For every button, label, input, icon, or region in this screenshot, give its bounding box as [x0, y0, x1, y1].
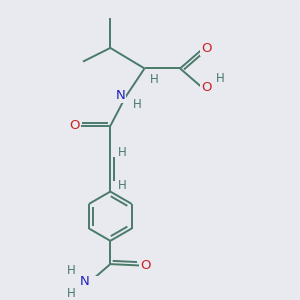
Text: H: H [216, 72, 225, 85]
Text: H: H [67, 264, 76, 277]
Text: O: O [140, 259, 150, 272]
Text: N: N [80, 275, 89, 288]
Text: H: H [150, 74, 158, 86]
Text: H: H [67, 287, 76, 300]
Text: H: H [133, 98, 141, 111]
Text: O: O [69, 119, 80, 132]
Text: H: H [117, 146, 126, 159]
Text: H: H [117, 179, 126, 192]
Text: O: O [201, 42, 212, 55]
Text: N: N [116, 89, 125, 102]
Text: O: O [201, 81, 212, 94]
